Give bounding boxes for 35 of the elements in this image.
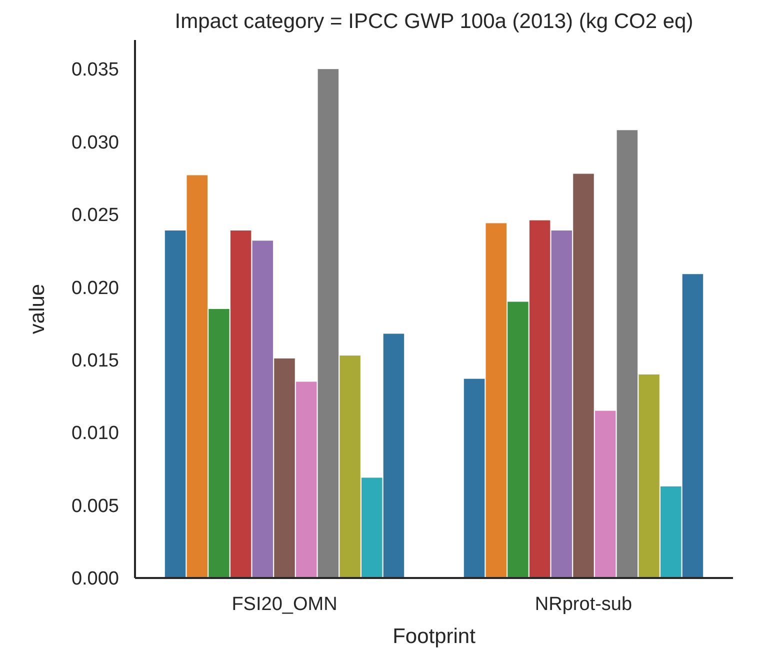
y-tick-label: 0.020	[71, 278, 119, 299]
x-tick-label: NRprot-sub	[534, 594, 632, 615]
bar	[638, 374, 660, 578]
bar	[340, 356, 360, 578]
bar	[508, 302, 528, 578]
bar	[318, 69, 339, 578]
y-tick-label: 0.025	[71, 205, 119, 226]
bar	[551, 230, 572, 578]
chart-title: Impact category = IPCC GWP 100a (2013) (kg CO2 eq)	[174, 10, 694, 33]
bar	[296, 382, 317, 578]
bar	[274, 358, 295, 578]
bar	[252, 240, 274, 578]
bar	[230, 230, 252, 578]
bar	[164, 230, 186, 578]
y-tick-label: 0.035	[71, 60, 119, 81]
bar	[573, 174, 594, 578]
bar	[464, 378, 485, 578]
x-tick-label: FSI20_OMN	[232, 594, 338, 615]
y-tick-label: 0.010	[71, 423, 119, 444]
y-tick-label: 0.005	[71, 496, 119, 517]
bar	[682, 274, 704, 578]
bar	[208, 309, 230, 578]
bar	[486, 223, 506, 578]
bar	[383, 334, 404, 578]
bar	[529, 220, 550, 578]
bar	[186, 175, 208, 578]
bar	[660, 486, 682, 578]
bar	[594, 410, 616, 578]
bar	[362, 478, 382, 578]
x-axis-title: Footprint	[392, 625, 476, 648]
y-tick-label: 0.000	[71, 568, 119, 590]
bar	[616, 130, 638, 578]
y-tick-label: 0.015	[71, 350, 119, 372]
y-tick-label: 0.030	[71, 132, 119, 154]
y-axis-title: value	[26, 284, 49, 334]
